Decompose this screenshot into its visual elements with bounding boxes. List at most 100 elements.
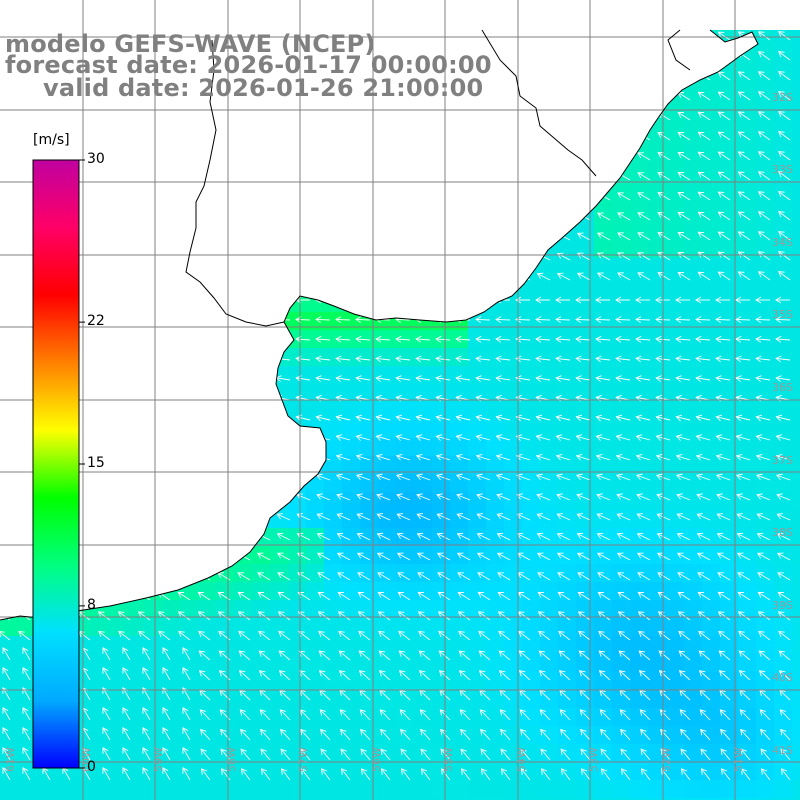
speed-cell <box>414 672 433 691</box>
wind-arrow <box>756 473 771 481</box>
speed-cell <box>738 456 757 475</box>
wind-arrow <box>697 271 711 281</box>
speed-cell <box>288 528 307 547</box>
speed-cell <box>126 726 145 745</box>
wind-arrow <box>615 375 631 382</box>
wind-arrow <box>615 453 631 461</box>
latitude-label: 35S <box>772 308 793 321</box>
speed-cell <box>252 690 271 709</box>
longitude-labels: 61W 60W 59W 58W 57W 56W 55W 54W 53W 52W 51W <box>4 747 745 772</box>
speed-cell <box>792 384 800 403</box>
speed-cell <box>648 798 667 800</box>
speed-cell <box>612 222 631 241</box>
speed-cell <box>702 312 721 331</box>
wind-arrow <box>376 473 391 481</box>
speed-cell <box>558 672 577 691</box>
wind-arrow <box>675 335 691 343</box>
speed-cell <box>396 762 415 781</box>
wind-arrow <box>778 271 791 281</box>
colorbar-tick-label: 0 <box>87 759 96 775</box>
speed-cell <box>612 780 631 799</box>
speed-cell <box>306 528 325 547</box>
speed-cell <box>252 618 271 637</box>
speed-cell <box>432 600 451 619</box>
speed-cell <box>558 546 577 565</box>
wind-arrow <box>496 473 511 481</box>
speed-cell <box>630 474 649 493</box>
speed-cell <box>792 690 800 709</box>
wind-arrow <box>278 630 291 641</box>
speed-cell <box>684 492 703 511</box>
wind-arrow <box>555 316 571 324</box>
speed-cell <box>0 672 19 691</box>
speed-cell <box>558 798 577 800</box>
speed-cell <box>792 798 800 800</box>
wind-arrow <box>477 611 491 621</box>
speed-cell <box>450 798 469 800</box>
wind-arrow <box>198 630 211 641</box>
speed-cell <box>666 762 685 781</box>
speed-cell <box>198 654 217 673</box>
speed-cell <box>306 312 325 331</box>
wind-arrow <box>515 453 531 461</box>
speed-cell <box>162 798 181 800</box>
speed-cell <box>774 708 793 727</box>
wind-arrow <box>461 768 471 781</box>
wind-arrow <box>778 151 791 161</box>
speed-cell <box>558 654 577 673</box>
speed-cell <box>756 672 775 691</box>
speed-cell <box>594 456 613 475</box>
speed-cell <box>360 798 379 800</box>
speed-cell <box>702 114 721 133</box>
speed-cell <box>756 438 775 457</box>
wind-arrow <box>519 709 531 721</box>
speed-cell <box>702 330 721 349</box>
speed-cell <box>486 798 505 800</box>
speed-cell <box>594 474 613 493</box>
wind-arrow <box>221 768 231 781</box>
speed-cell <box>666 528 685 547</box>
wind-arrow <box>616 493 631 501</box>
speed-cell <box>468 582 487 601</box>
speed-cell <box>522 420 541 439</box>
wind-arrow <box>740 748 751 761</box>
speed-cell <box>432 492 451 511</box>
speed-cell <box>594 582 613 601</box>
speed-cell <box>486 312 505 331</box>
speed-cell <box>576 276 595 295</box>
speed-cell <box>288 726 307 745</box>
speed-cell <box>468 654 487 673</box>
speed-cell <box>774 474 793 493</box>
wind-arrow <box>697 91 711 101</box>
speed-cell <box>144 618 163 637</box>
speed-cell <box>702 294 721 313</box>
speed-cell <box>792 744 800 763</box>
wind-arrow <box>657 272 671 281</box>
wind-arrow <box>617 232 631 241</box>
speed-cell <box>324 564 343 583</box>
speed-cell <box>378 798 397 800</box>
speed-cell <box>504 672 523 691</box>
speed-cell <box>558 492 577 511</box>
speed-cell <box>666 240 685 259</box>
wind-arrow <box>755 296 770 304</box>
speed-cell <box>594 636 613 655</box>
speed-cell <box>342 726 361 745</box>
wind-arrow <box>617 212 631 221</box>
wind-arrow <box>737 572 751 581</box>
speed-cell <box>162 726 181 745</box>
wind-arrow <box>778 650 791 661</box>
wind-arrow <box>401 768 411 781</box>
wind-arrow <box>142 727 151 741</box>
wind-arrow <box>375 453 391 461</box>
speed-cell <box>702 168 721 187</box>
speed-cell <box>450 708 469 727</box>
speed-cell <box>684 672 703 691</box>
speed-cell <box>738 582 757 601</box>
wind-arrow <box>480 748 491 761</box>
wind-arrow <box>355 434 371 441</box>
speed-cell <box>720 258 739 277</box>
wind-arrow <box>417 572 431 581</box>
wind-arrow <box>758 630 771 641</box>
speed-cell <box>108 762 127 781</box>
